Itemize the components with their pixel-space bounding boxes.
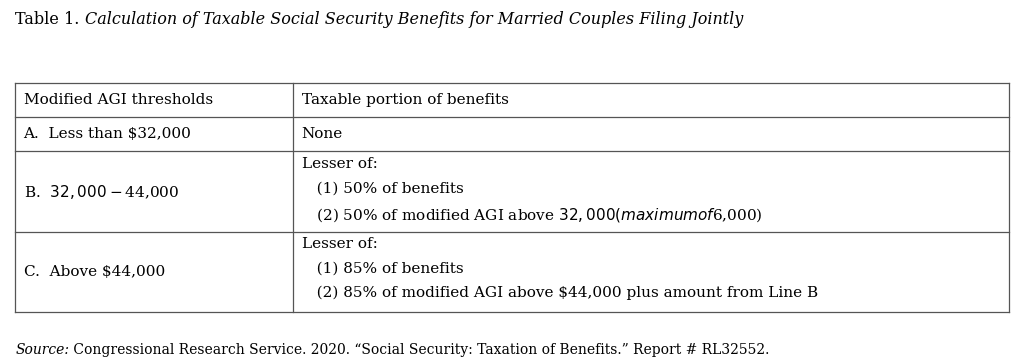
Text: (2) 50% of modified AGI above $32,000 (maximum of $6,000): (2) 50% of modified AGI above $32,000 (m…: [302, 206, 762, 224]
Text: Congressional Research Service. 2020. “Social Security: Taxation of Benefits.” R: Congressional Research Service. 2020. “S…: [69, 343, 769, 357]
Text: Table 1.: Table 1.: [15, 11, 85, 28]
Text: Modified AGI thresholds: Modified AGI thresholds: [24, 93, 213, 107]
Text: None: None: [302, 127, 343, 141]
Text: Calculation of Taxable Social Security Benefits for Married Couples Filing Joint: Calculation of Taxable Social Security B…: [85, 11, 743, 28]
Text: (1) 85% of benefits: (1) 85% of benefits: [302, 262, 463, 276]
Text: (1) 50% of benefits: (1) 50% of benefits: [302, 181, 464, 195]
Text: Lesser of:: Lesser of:: [302, 157, 378, 171]
Text: C.  Above $44,000: C. Above $44,000: [24, 265, 165, 279]
Text: Source:: Source:: [15, 343, 70, 357]
Text: B.  $32,000 -$44,000: B. $32,000 -$44,000: [24, 183, 179, 201]
Text: Taxable portion of benefits: Taxable portion of benefits: [302, 93, 509, 107]
Text: A.  Less than $32,000: A. Less than $32,000: [24, 127, 191, 141]
Text: Lesser of:: Lesser of:: [302, 237, 378, 251]
Text: (2) 85% of modified AGI above $44,000 plus amount from Line B: (2) 85% of modified AGI above $44,000 pl…: [302, 286, 818, 300]
